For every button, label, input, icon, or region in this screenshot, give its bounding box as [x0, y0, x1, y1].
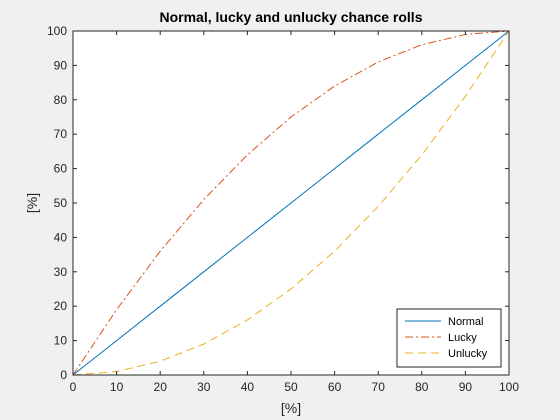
y-tick-label: 100 — [47, 24, 67, 38]
x-tick-label: 50 — [284, 380, 298, 394]
series-line-unlucky — [72, 30, 510, 376]
y-tick-label: 70 — [54, 127, 68, 141]
y-tick-label: 40 — [54, 230, 68, 244]
series-line-lucky — [72, 30, 510, 376]
x-tick-label: 20 — [154, 380, 168, 394]
legend: Normal Lucky Unlucky — [396, 308, 502, 368]
x-tick-label: 90 — [459, 380, 473, 394]
y-axis-label: [%] — [24, 193, 40, 213]
legend-label-normal: Normal — [448, 316, 483, 328]
x-tick-label: 80 — [415, 380, 429, 394]
x-tick-label: 100 — [499, 380, 519, 394]
x-tick-label: 30 — [197, 380, 211, 394]
legend-label-unlucky: Unlucky — [448, 348, 488, 360]
x-tick-label: 10 — [110, 380, 124, 394]
x-tick-label: 0 — [70, 380, 77, 394]
y-tick-label: 50 — [54, 196, 68, 210]
x-tick-label: 40 — [241, 380, 255, 394]
chart-title: Normal, lucky and unlucky chance rolls — [160, 9, 423, 25]
x-tick-label: 60 — [328, 380, 342, 394]
y-tick-label: 60 — [54, 162, 68, 176]
x-axis-label: [%] — [281, 400, 301, 416]
y-tick-label: 80 — [54, 93, 68, 107]
y-tick-label: 30 — [54, 265, 68, 279]
y-tick-label: 0 — [60, 368, 67, 382]
series-line-normal — [72, 30, 510, 376]
y-tick-label: 10 — [54, 334, 68, 348]
ticks-layer: 0 10 20 30 40 50 60 70 80 90 100 0 10 20 30 40 50 60 70 80 9… — [47, 24, 519, 394]
y-tick-label: 20 — [54, 299, 68, 313]
y-tick-label: 90 — [54, 58, 68, 72]
legend-label-lucky: Lucky — [448, 332, 477, 344]
legend-box — [396, 308, 502, 368]
x-tick-label: 70 — [372, 380, 386, 394]
series-layer — [72, 30, 510, 376]
